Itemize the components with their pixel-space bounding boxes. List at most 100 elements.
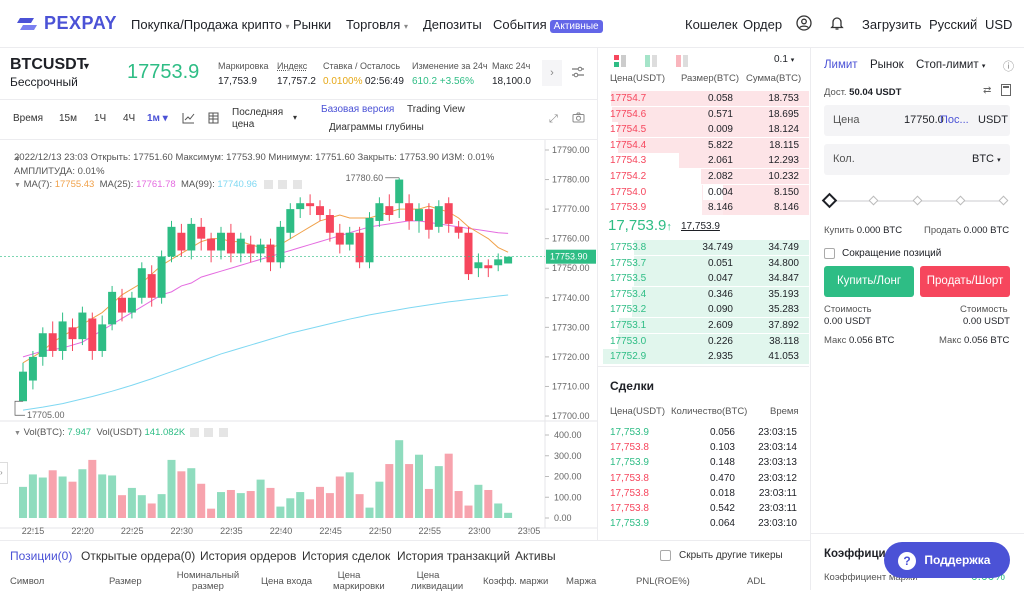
- chart-type-icon[interactable]: [208, 112, 219, 127]
- logo[interactable]: PEXPAY: [16, 13, 117, 34]
- camera-icon[interactable]: [572, 112, 585, 126]
- tab-stop-limit[interactable]: Стоп-лимит ▾: [916, 59, 985, 71]
- support-button[interactable]: ? Поддержка: [884, 542, 1010, 578]
- profile-icon[interactable]: [796, 15, 812, 34]
- candle: [326, 215, 334, 233]
- candle: [336, 233, 344, 245]
- tab-limit[interactable]: Лимит: [824, 59, 858, 71]
- candle: [445, 203, 453, 224]
- price-type-select[interactable]: Последняя цена: [232, 107, 292, 131]
- nav-divider: [976, 17, 977, 30]
- indicator-icon[interactable]: [182, 112, 195, 127]
- volume-bar: [187, 468, 195, 518]
- interval-1m[interactable]: 1м ▾: [147, 113, 168, 124]
- candle: [504, 257, 512, 264]
- trades-title: Сделки: [610, 379, 654, 393]
- nav-orders[interactable]: Ордер: [743, 17, 782, 32]
- expand-icon[interactable]: ⤢: [549, 113, 558, 126]
- interval-time[interactable]: Время: [13, 113, 43, 124]
- nav-wallet[interactable]: Кошелек: [685, 17, 738, 32]
- nav-markets[interactable]: Рынки: [293, 17, 331, 32]
- view-base-version[interactable]: Базовая версия: [321, 104, 394, 115]
- orderbook-asks-icon[interactable]: [676, 55, 688, 70]
- tab-assets[interactable]: Активы: [515, 549, 556, 563]
- bell-icon[interactable]: [829, 15, 845, 34]
- candle: [474, 262, 482, 268]
- candle: [187, 224, 195, 251]
- nav-download[interactable]: Загрузить: [862, 17, 921, 32]
- nav-language[interactable]: Русский: [929, 17, 977, 32]
- view-tradingview[interactable]: Trading View: [407, 104, 465, 115]
- nav-currency[interactable]: USD: [985, 17, 1012, 32]
- tab-trade-history[interactable]: История сделок: [302, 549, 390, 563]
- view-depth-chart[interactable]: Диаграммы глубины: [329, 122, 424, 133]
- tab-positions[interactable]: Позиции(0): [10, 549, 72, 563]
- nav-buy-sell[interactable]: Покупка/Продажа крипто ▾: [131, 17, 290, 32]
- amount-slider[interactable]: [824, 195, 1010, 207]
- nav-deposits[interactable]: Депозиты: [423, 17, 482, 32]
- scroll-right-icon[interactable]: ›: [542, 60, 562, 86]
- hide-others-checkbox[interactable]: [660, 550, 671, 561]
- tab-transaction-history[interactable]: История транзакций: [397, 549, 510, 563]
- trade-time: 23:03:15: [758, 427, 797, 438]
- sell-short-button[interactable]: Продать/Шорт: [920, 266, 1010, 297]
- info-icon[interactable]: ⓘ: [1003, 58, 1014, 74]
- change-value: 610.2 +3.56%: [412, 76, 474, 87]
- buy-long-button[interactable]: Купить/Лонг: [824, 266, 914, 297]
- trade-price: 17,753.8: [610, 473, 649, 484]
- index-label: Индекс: [277, 61, 307, 71]
- tab-market[interactable]: Рынок: [870, 59, 904, 71]
- time-tick-label: 22:40: [270, 526, 293, 536]
- volume-bar: [425, 489, 433, 518]
- volume-bar: [108, 475, 116, 518]
- interval-4h[interactable]: 4Ч: [123, 113, 135, 124]
- orderbook-both-icon[interactable]: [614, 55, 626, 70]
- row-price: 17753.0: [610, 336, 646, 347]
- symbol-dropdown-icon[interactable]: ▼: [82, 61, 91, 71]
- tab-open-orders[interactable]: Открытые ордера(0): [81, 549, 195, 563]
- precision-select[interactable]: 0.1 ▾: [774, 54, 794, 65]
- price-chart[interactable]: ▼ 2022/12/13 23:03 Открыть: 17751.60 Мак…: [0, 140, 597, 540]
- tab-order-history[interactable]: История ордеров: [200, 549, 296, 563]
- transfer-icon[interactable]: ⇄: [983, 85, 991, 96]
- row-size: 8.146: [708, 202, 733, 213]
- candle: [405, 203, 413, 221]
- interval-1h[interactable]: 1Ч: [94, 113, 106, 124]
- col-size: Размер: [109, 576, 142, 587]
- trade-price: 17,753.8: [610, 503, 649, 514]
- calculator-icon[interactable]: [1001, 84, 1011, 99]
- quantity-input[interactable]: Кол. BTC ▾: [824, 144, 1010, 175]
- interval-15m[interactable]: 15м: [59, 113, 77, 124]
- price-input[interactable]: Цена 17750.0 Пос... USDT: [824, 105, 1010, 136]
- orderbook-bids-icon[interactable]: [645, 55, 657, 70]
- price-type-chevron-icon[interactable]: ▾: [293, 113, 297, 122]
- candle: [168, 227, 176, 257]
- symbol-name[interactable]: BTCUSDT: [10, 56, 86, 74]
- candle: [98, 324, 106, 351]
- candle: [39, 333, 47, 357]
- volume-bar: [455, 491, 463, 518]
- reduce-only-checkbox[interactable]: [824, 248, 835, 259]
- nav-trade[interactable]: Торговля ▾: [346, 17, 408, 32]
- price-tick-label: 17720.00: [552, 352, 590, 362]
- settings-sliders-icon[interactable]: [571, 65, 585, 82]
- trade-price: 17,753.8: [610, 488, 649, 499]
